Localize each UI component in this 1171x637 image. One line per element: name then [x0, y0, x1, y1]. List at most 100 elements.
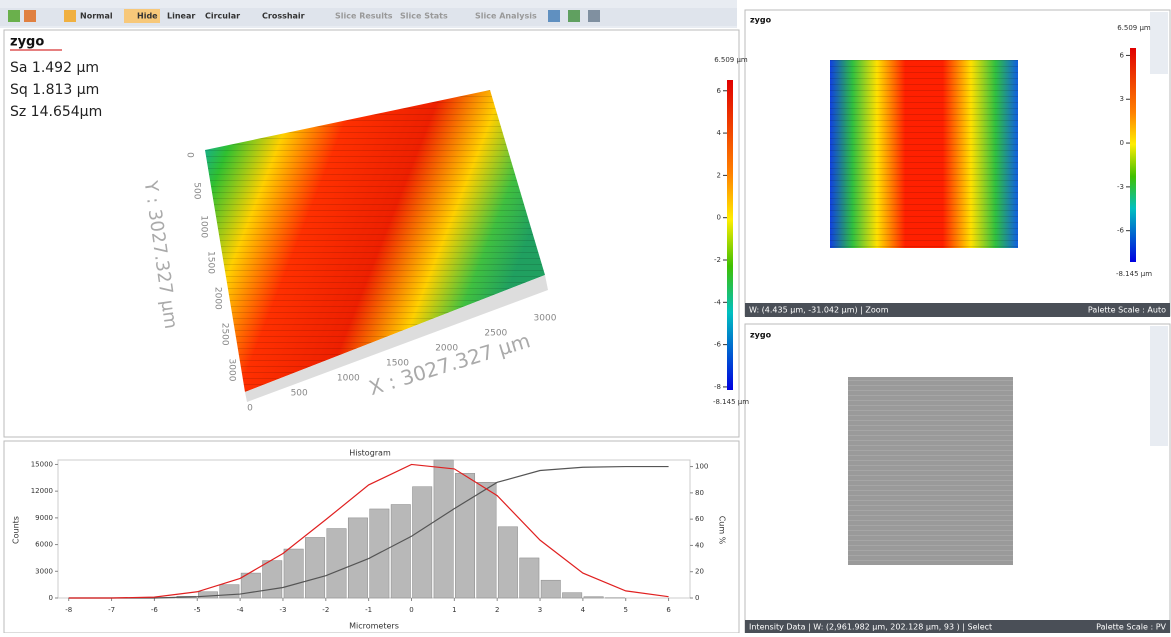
colorbar-tick-label: 0 — [717, 214, 721, 222]
histogram-title: Histogram — [349, 449, 391, 458]
colorbar-tick-label: 3 — [1120, 95, 1124, 103]
x-tick-label: 2 — [495, 606, 499, 614]
histogram-bar — [562, 593, 581, 598]
x-axis-label: Micrometers — [349, 622, 399, 631]
histogram-bar — [584, 597, 603, 598]
y-tick-label: 2000 — [213, 287, 223, 310]
histogram-bar — [434, 460, 453, 598]
logo: zygo — [10, 35, 44, 50]
histogram-bar — [520, 558, 539, 598]
colorbar-tick-label: -6 — [714, 341, 722, 349]
status-text: W: (4.435 μm, -31.042 μm) | Zoom — [749, 306, 889, 315]
x-tick-label: -6 — [151, 606, 159, 614]
y-tick-label: 500 — [192, 182, 202, 199]
colorbar — [1130, 48, 1136, 262]
logo: zygo — [750, 331, 772, 340]
colorbar-min: -8.145 μm — [1116, 270, 1152, 278]
colorbar-tick-label: -2 — [714, 256, 721, 264]
tool-icon[interactable] — [568, 10, 580, 22]
x-tick-label: 5 — [623, 606, 627, 614]
toolbar-button[interactable]: Linear — [167, 12, 195, 21]
page: W: (4.435 μm, -31.042 μm) | Zoom Palette… — [0, 0, 1171, 633]
histogram-bar — [477, 482, 496, 598]
x-tick-label: 0 — [247, 404, 253, 414]
x-tick-label: 500 — [291, 389, 308, 399]
stat: Sq 1.813 μm — [10, 82, 99, 98]
histogram-bar — [455, 473, 474, 598]
histogram-bar — [263, 561, 282, 598]
histogram-bar — [391, 505, 410, 598]
y2-tick-label: 100 — [695, 463, 708, 471]
x-tick-label: 4 — [581, 606, 586, 614]
status-text: Intensity Data | W: (2,961.982 μm, 202.1… — [749, 623, 992, 632]
tool-icon[interactable] — [24, 10, 36, 22]
y2-tick-label: 80 — [695, 489, 704, 497]
toolbar-button[interactable]: Circular — [205, 12, 240, 21]
colorbar — [727, 80, 733, 390]
x-tick-label: -1 — [365, 606, 372, 614]
colorbar-tick-label: 6 — [717, 87, 722, 95]
toolbar-button[interactable]: Slice Analysis — [475, 12, 537, 21]
colorbar-tick-label: -8 — [714, 383, 721, 391]
x-tick-label: 1500 — [386, 359, 409, 369]
tool-icon[interactable] — [548, 10, 560, 22]
x-tick-label: -8 — [65, 606, 72, 614]
x-tick-label: 6 — [666, 606, 671, 614]
colorbar-tick-label: -3 — [1117, 183, 1124, 191]
histogram-bar — [348, 518, 367, 598]
histogram-bar — [198, 592, 217, 598]
x-tick-label: -5 — [194, 606, 201, 614]
colorbar-tick-label: 6 — [1120, 51, 1125, 59]
side-toolbar — [1150, 12, 1168, 74]
colorbar-max: 6.509 μm — [1117, 24, 1151, 32]
colorbar-tick-label: -6 — [1117, 227, 1125, 235]
y-tick-label: 12000 — [31, 487, 53, 495]
side-toolbar — [1150, 326, 1168, 446]
intensity-texture — [848, 377, 1013, 565]
y-tick-label: 2500 — [220, 323, 230, 346]
x-tick-label: 1000 — [337, 374, 360, 384]
colorbar-tick-label: 0 — [1120, 139, 1124, 147]
colorbar-max: 6.509 μm — [714, 56, 748, 64]
x-tick-label: -3 — [279, 606, 286, 614]
toolbar-button[interactable]: Slice Results — [335, 12, 393, 21]
status-text: Palette Scale : PV — [1096, 623, 1166, 632]
histogram-bar — [498, 527, 517, 598]
y-tick-label: 15000 — [31, 460, 53, 468]
tool-icon[interactable] — [8, 10, 20, 22]
x-tick-label: 2000 — [435, 344, 458, 354]
logo: zygo — [750, 16, 772, 25]
y-tick-label: 0 — [185, 152, 195, 158]
y-tick-label: 0 — [49, 594, 53, 602]
toolbar-button[interactable]: Hide — [137, 12, 158, 21]
stat: Sa 1.492 μm — [10, 60, 99, 76]
stat: Sz 14.654μm — [10, 104, 102, 120]
status-text: Palette Scale : Auto — [1088, 306, 1166, 315]
histogram-bar — [327, 529, 346, 598]
y-tick-label: 1500 — [206, 251, 216, 274]
y2-tick-label: 20 — [695, 568, 704, 576]
map-texture — [830, 60, 1018, 248]
y-tick-label: 9000 — [35, 514, 53, 522]
x-tick-label: 2500 — [484, 329, 507, 339]
x-tick-label: -4 — [237, 606, 245, 614]
x-tick-label: -2 — [322, 606, 329, 614]
colorbar-tick-label: -4 — [714, 298, 722, 306]
x-tick-label: 3 — [538, 606, 542, 614]
y-tick-label: 3000 — [35, 567, 53, 575]
histogram-bar — [220, 585, 239, 598]
y2-tick-label: 0 — [695, 594, 699, 602]
y-tick-label: 3000 — [227, 359, 237, 382]
tool-icon[interactable] — [588, 10, 600, 22]
y2-tick-label: 60 — [695, 515, 704, 523]
x-tick-label: 1 — [452, 606, 456, 614]
colorbar-tick-label: 4 — [717, 129, 722, 137]
toolbar-button[interactable]: Normal — [80, 12, 113, 21]
x-tick-label: 3000 — [534, 314, 557, 324]
toolbar-button[interactable]: Crosshair — [262, 12, 305, 21]
toolbar-button[interactable]: Slice Stats — [400, 12, 448, 21]
x-tick-label: -7 — [108, 606, 115, 614]
tool-icon[interactable] — [64, 10, 76, 22]
histogram-bar — [412, 487, 431, 598]
histogram-bar — [541, 580, 560, 598]
